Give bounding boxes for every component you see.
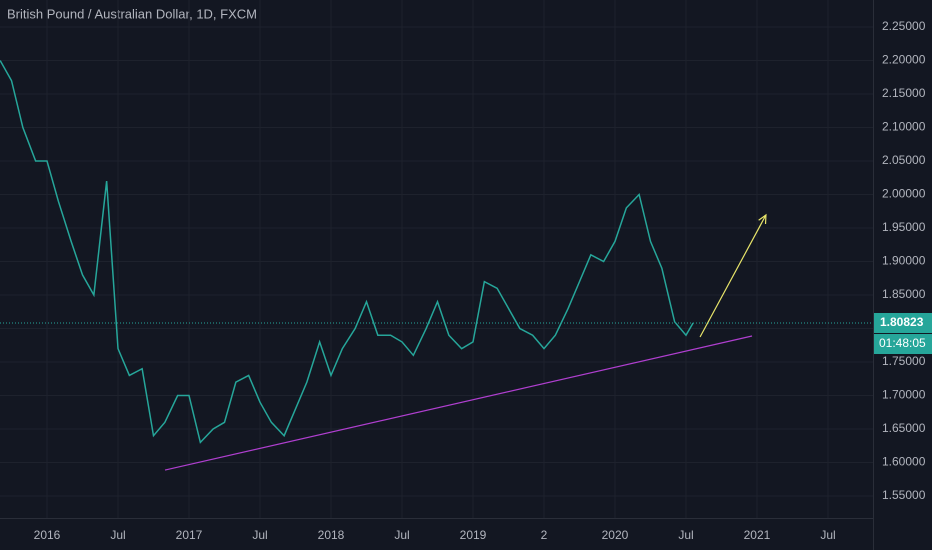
y-tick-label: 2.25000 [882, 19, 926, 33]
arrow-head [758, 213, 767, 225]
y-tick-label: 1.55000 [882, 488, 926, 502]
x-tick-label: Jul [678, 528, 693, 542]
y-tick-label: 1.90000 [882, 254, 926, 268]
y-tick-label: 1.70000 [882, 388, 926, 402]
x-tick-label: 2016 [34, 528, 61, 542]
y-tick-label: 1.60000 [882, 455, 926, 469]
countdown-box [874, 334, 932, 355]
chart-title: British Pound / Australian Dollar, 1D, F… [7, 6, 257, 21]
x-tick-label: Jul [110, 528, 125, 542]
trendline [164, 335, 753, 471]
price-line [0, 60, 694, 444]
arrow [699, 214, 767, 338]
y-tick-label: 1.65000 [882, 421, 926, 435]
x-tick-label: 2020 [602, 528, 629, 542]
y-tick-label: 2.00000 [882, 187, 926, 201]
x-tick-label: 2 [541, 528, 548, 542]
y-tick-label: 2.10000 [882, 120, 926, 134]
x-tick-label: Jul [820, 528, 835, 542]
x-tick-label: 2018 [318, 528, 345, 542]
y-tick-label: 1.75000 [882, 354, 926, 368]
x-tick-label: 2017 [176, 528, 203, 542]
y-tick-label: 2.20000 [882, 53, 926, 67]
x-tick-label: 2019 [460, 528, 487, 542]
y-tick-label: 2.05000 [882, 153, 926, 167]
x-tick-label: Jul [394, 528, 409, 542]
x-tick-label: Jul [252, 528, 267, 542]
x-tick-label: 2021 [744, 528, 771, 542]
y-tick-label: 1.95000 [882, 220, 926, 234]
last-price-label: 1.80823 [880, 315, 924, 329]
y-tick-label: 1.85000 [882, 287, 926, 301]
y-tick-label: 2.15000 [882, 86, 926, 100]
countdown-label: 01:48:05 [879, 336, 926, 350]
last-price-box [874, 313, 932, 334]
